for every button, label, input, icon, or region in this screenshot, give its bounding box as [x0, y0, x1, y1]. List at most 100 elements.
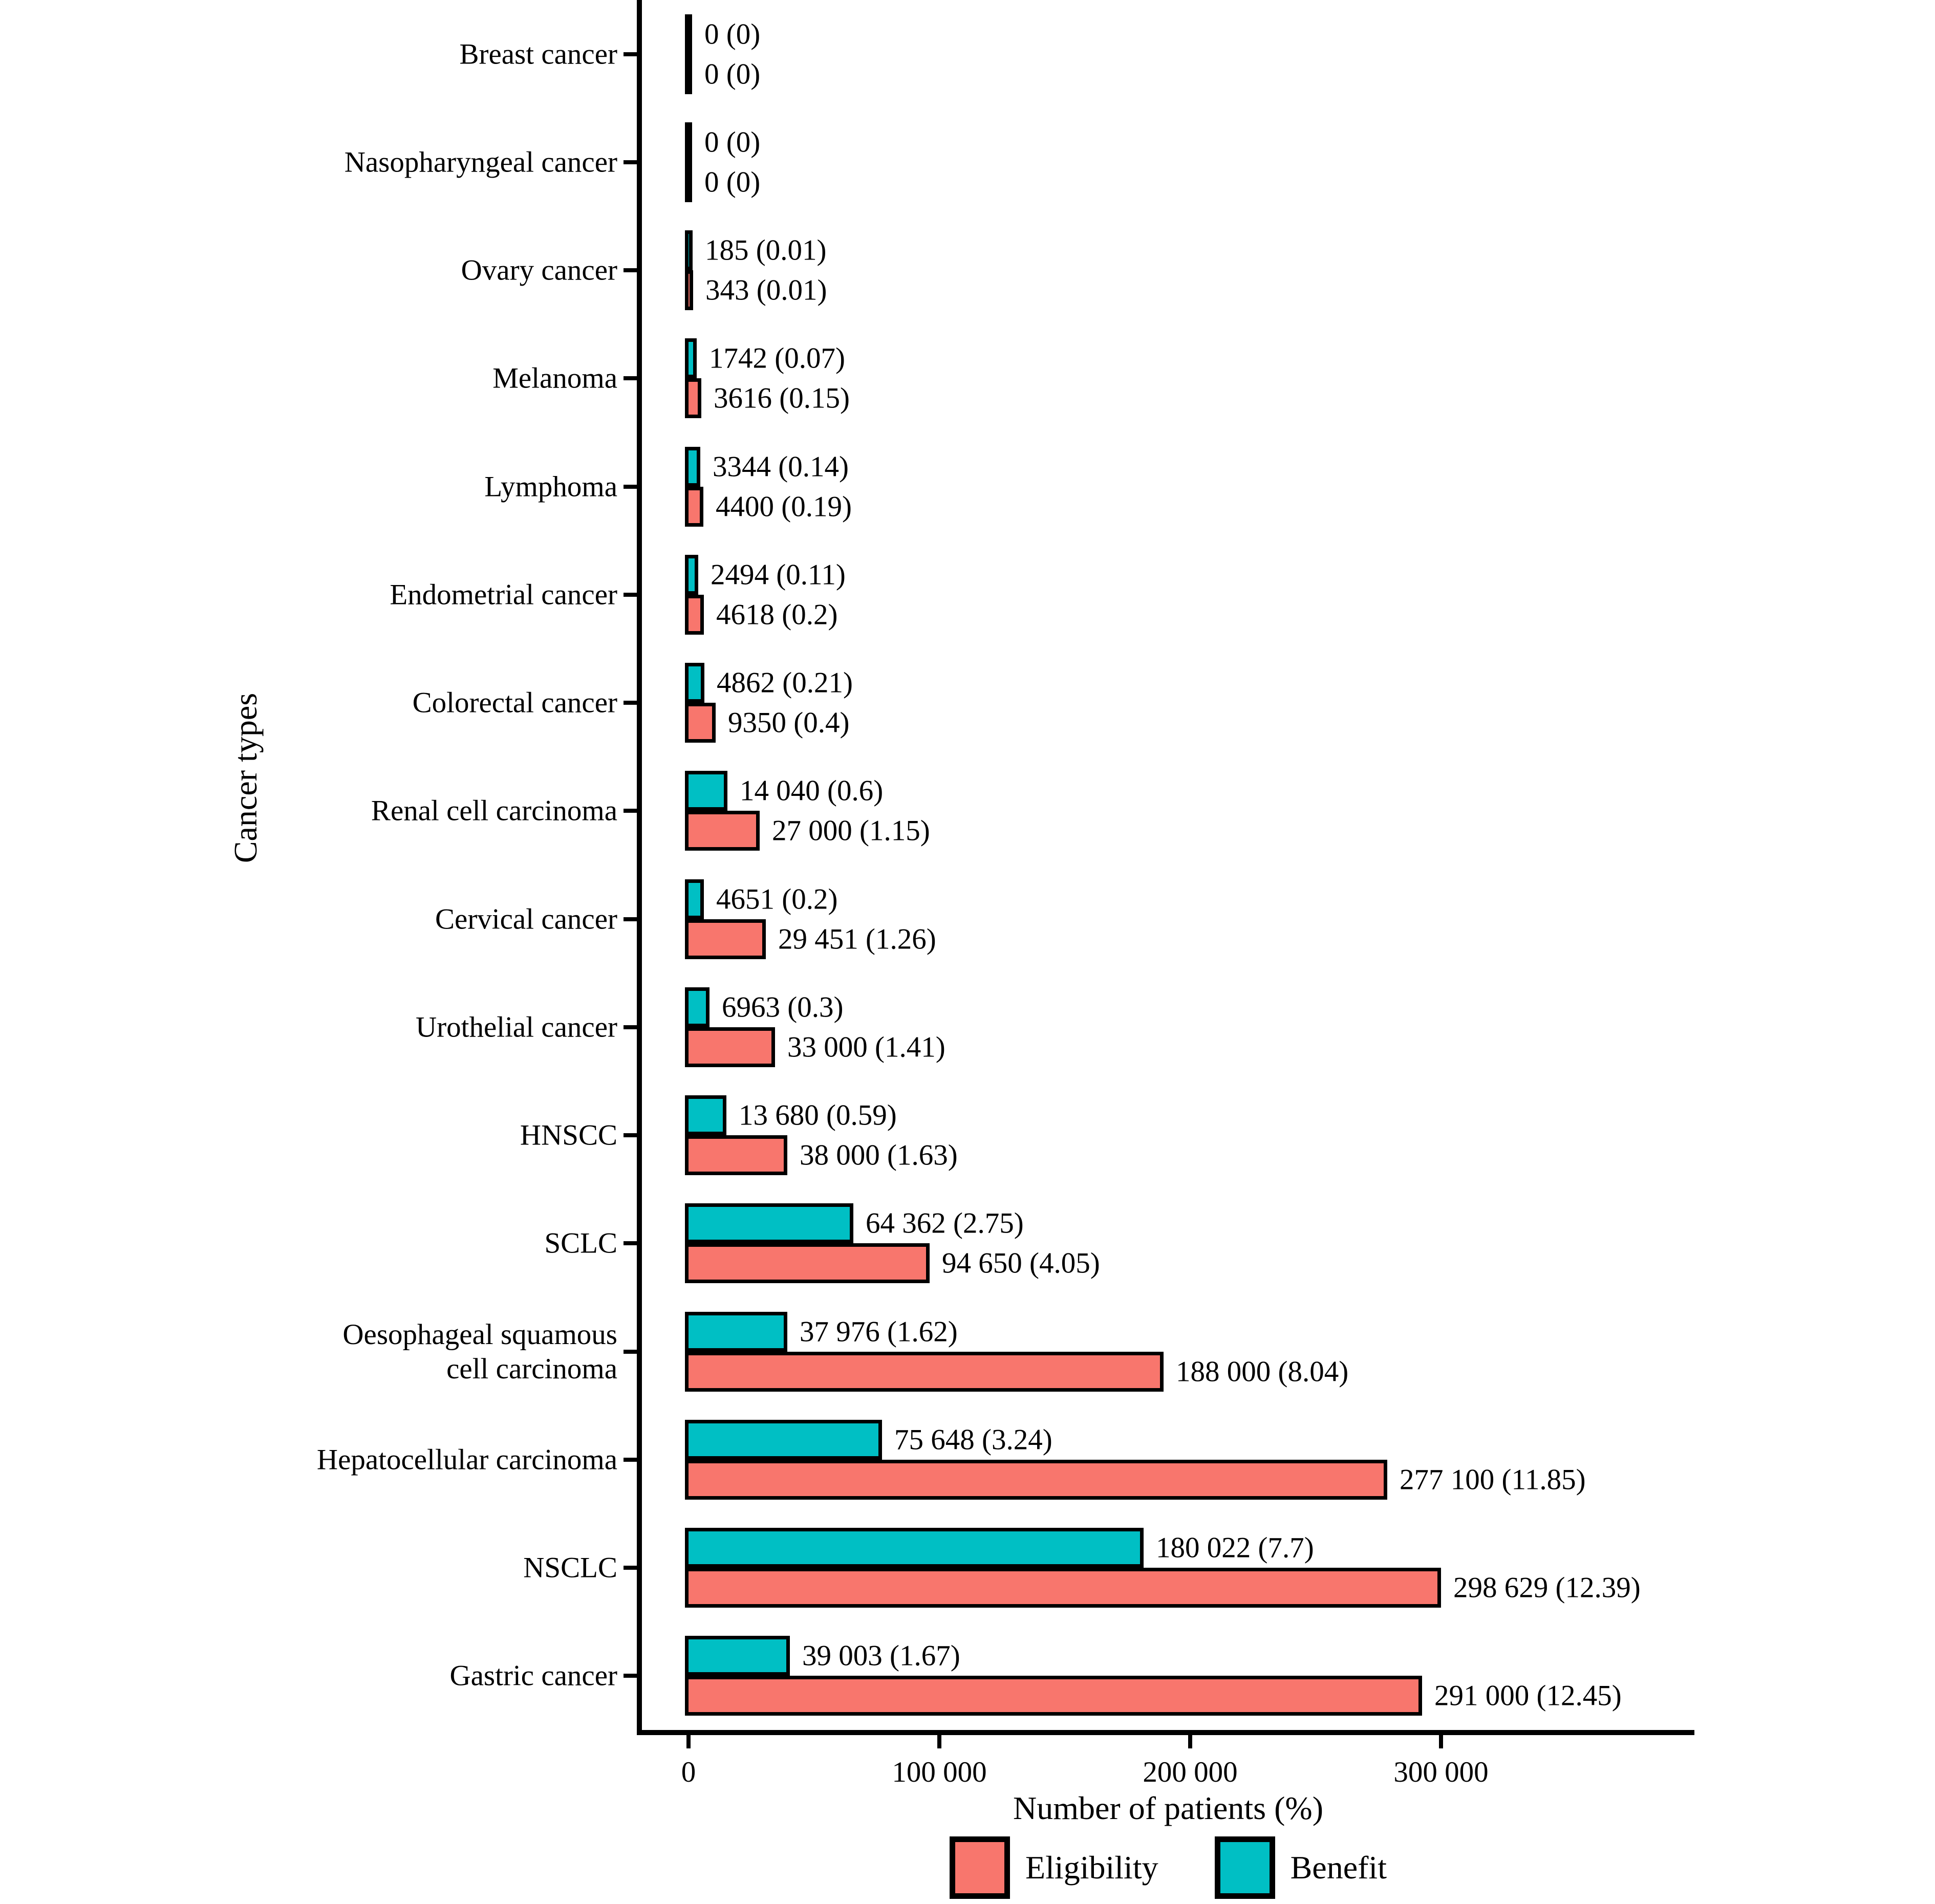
category-label: HNSCC	[520, 1119, 617, 1152]
benefit-bar	[685, 14, 692, 54]
category-label: Gastric cancer	[449, 1659, 617, 1692]
y-axis-tick	[624, 1566, 637, 1570]
eligibility-value-label: 277 100 (11.85)	[1400, 1463, 1586, 1496]
eligibility-bar	[685, 270, 693, 311]
y-axis-tick	[624, 376, 637, 381]
y-axis-tick	[624, 592, 637, 597]
y-axis-tick	[624, 1133, 637, 1138]
benefit-value-label: 75 648 (3.24)	[894, 1423, 1052, 1456]
x-tick-label: 0	[681, 1756, 696, 1788]
eligibility-bar	[685, 594, 704, 635]
benefit-bar	[685, 1419, 882, 1460]
benefit-value-label: 1742 (0.07)	[709, 342, 845, 375]
category-label: Nasopharyngeal cancer	[344, 146, 617, 179]
plot-panel	[637, 0, 1694, 1735]
category-label: Colorectal cancer	[412, 686, 617, 719]
legend-label-eligibility: Eligibility	[1025, 1849, 1158, 1886]
eligibility-bar	[685, 1027, 775, 1067]
benefit-value-label: 185 (0.01)	[705, 234, 827, 267]
benefit-value-label: 4651 (0.2)	[716, 883, 838, 916]
category-label: Lymphoma	[484, 470, 617, 503]
category-label: Endometrial cancer	[390, 578, 617, 611]
benefit-bar	[685, 1311, 787, 1352]
legend-item-eligibility: Eligibility	[950, 1836, 1158, 1899]
category-label: Breast cancer	[459, 38, 617, 70]
eligibility-value-label: 0 (0)	[704, 166, 761, 199]
benefit-bar	[685, 122, 692, 162]
eligibility-bar	[685, 1243, 930, 1284]
benefit-value-label: 0 (0)	[704, 126, 761, 159]
eligibility-bar	[685, 1459, 1387, 1500]
y-axis-tick	[624, 160, 637, 164]
benefit-bar	[685, 1095, 726, 1136]
eligibility-value-label: 27 000 (1.15)	[772, 814, 930, 847]
benefit-bar	[685, 879, 704, 919]
benefit-bar	[685, 446, 700, 487]
eligibility-bar	[685, 378, 701, 419]
eligibility-bar	[685, 811, 760, 851]
benefit-value-label: 6963 (0.3)	[722, 991, 844, 1024]
eligibility-value-label: 38 000 (1.63)	[800, 1139, 958, 1172]
eligibility-value-label: 4400 (0.19)	[716, 490, 852, 523]
benefit-bar	[685, 663, 704, 703]
eligibility-bar	[685, 1351, 1164, 1392]
x-tick-label: 100 000	[892, 1756, 987, 1788]
x-axis-tick	[1188, 1735, 1192, 1748]
category-label: SCLC	[544, 1227, 617, 1260]
y-axis-tick	[624, 1349, 637, 1354]
y-axis-tick	[624, 809, 637, 813]
category-label: Cervical cancer	[435, 903, 617, 935]
y-axis-tick	[624, 1241, 637, 1246]
eligibility-value-label: 33 000 (1.41)	[787, 1031, 945, 1064]
x-axis-tick	[937, 1735, 941, 1748]
benefit-bar	[685, 771, 727, 811]
eligibility-value-label: 4618 (0.2)	[716, 598, 838, 631]
y-axis-tick	[624, 1674, 637, 1678]
benefit-value-label: 0 (0)	[704, 18, 761, 51]
eligibility-swatch	[950, 1836, 1010, 1899]
benefit-bar	[685, 230, 693, 271]
eligibility-bar	[685, 1568, 1441, 1608]
eligibility-value-label: 29 451 (1.26)	[778, 923, 936, 956]
eligibility-value-label: 188 000 (8.04)	[1176, 1355, 1349, 1388]
benefit-bar	[685, 1203, 853, 1244]
y-axis-tick	[624, 701, 637, 705]
benefit-value-label: 14 040 (0.6)	[740, 774, 884, 807]
eligibility-bar	[685, 703, 716, 743]
eligibility-bar	[685, 1676, 1422, 1716]
category-label: Oesophageal squamous cell carcinoma	[342, 1318, 617, 1385]
category-label: Renal cell carcinoma	[371, 794, 617, 827]
category-label: Ovary cancer	[461, 254, 617, 287]
benefit-value-label: 64 362 (2.75)	[866, 1207, 1024, 1240]
legend-label-benefit: Benefit	[1290, 1849, 1387, 1886]
eligibility-value-label: 3616 (0.15)	[714, 382, 850, 415]
eligibility-bar	[685, 486, 703, 527]
y-axis-tick	[624, 1457, 637, 1462]
benefit-value-label: 39 003 (1.67)	[802, 1639, 960, 1672]
benefit-value-label: 13 680 (0.59)	[739, 1099, 897, 1132]
legend-item-benefit: Benefit	[1214, 1836, 1387, 1899]
benefit-value-label: 2494 (0.11)	[711, 558, 846, 591]
x-axis-tick	[686, 1735, 691, 1748]
eligibility-bar	[685, 162, 692, 202]
benefit-bar	[685, 987, 709, 1027]
eligibility-value-label: 298 629 (12.39)	[1453, 1571, 1641, 1604]
benefit-swatch	[1214, 1836, 1275, 1899]
eligibility-bar	[685, 1135, 787, 1176]
eligibility-value-label: 94 650 (4.05)	[942, 1247, 1100, 1280]
x-tick-label: 200 000	[1143, 1756, 1238, 1788]
y-axis-tick	[624, 1025, 637, 1029]
category-label: Melanoma	[492, 362, 617, 395]
category-label: NSCLC	[523, 1551, 617, 1584]
benefit-value-label: 180 022 (7.7)	[1156, 1531, 1314, 1564]
eligibility-value-label: 343 (0.01)	[705, 274, 827, 307]
benefit-value-label: 37 976 (1.62)	[800, 1315, 958, 1348]
x-tick-label: 300 000	[1393, 1756, 1489, 1788]
y-axis-tick	[624, 484, 637, 489]
benefit-bar	[685, 554, 698, 595]
eligibility-value-label: 9350 (0.4)	[728, 706, 850, 739]
x-axis-title: Number of patients (%)	[1013, 1790, 1324, 1826]
category-label: Hepatocellular carcinoma	[316, 1443, 617, 1476]
benefit-bar	[685, 338, 697, 379]
